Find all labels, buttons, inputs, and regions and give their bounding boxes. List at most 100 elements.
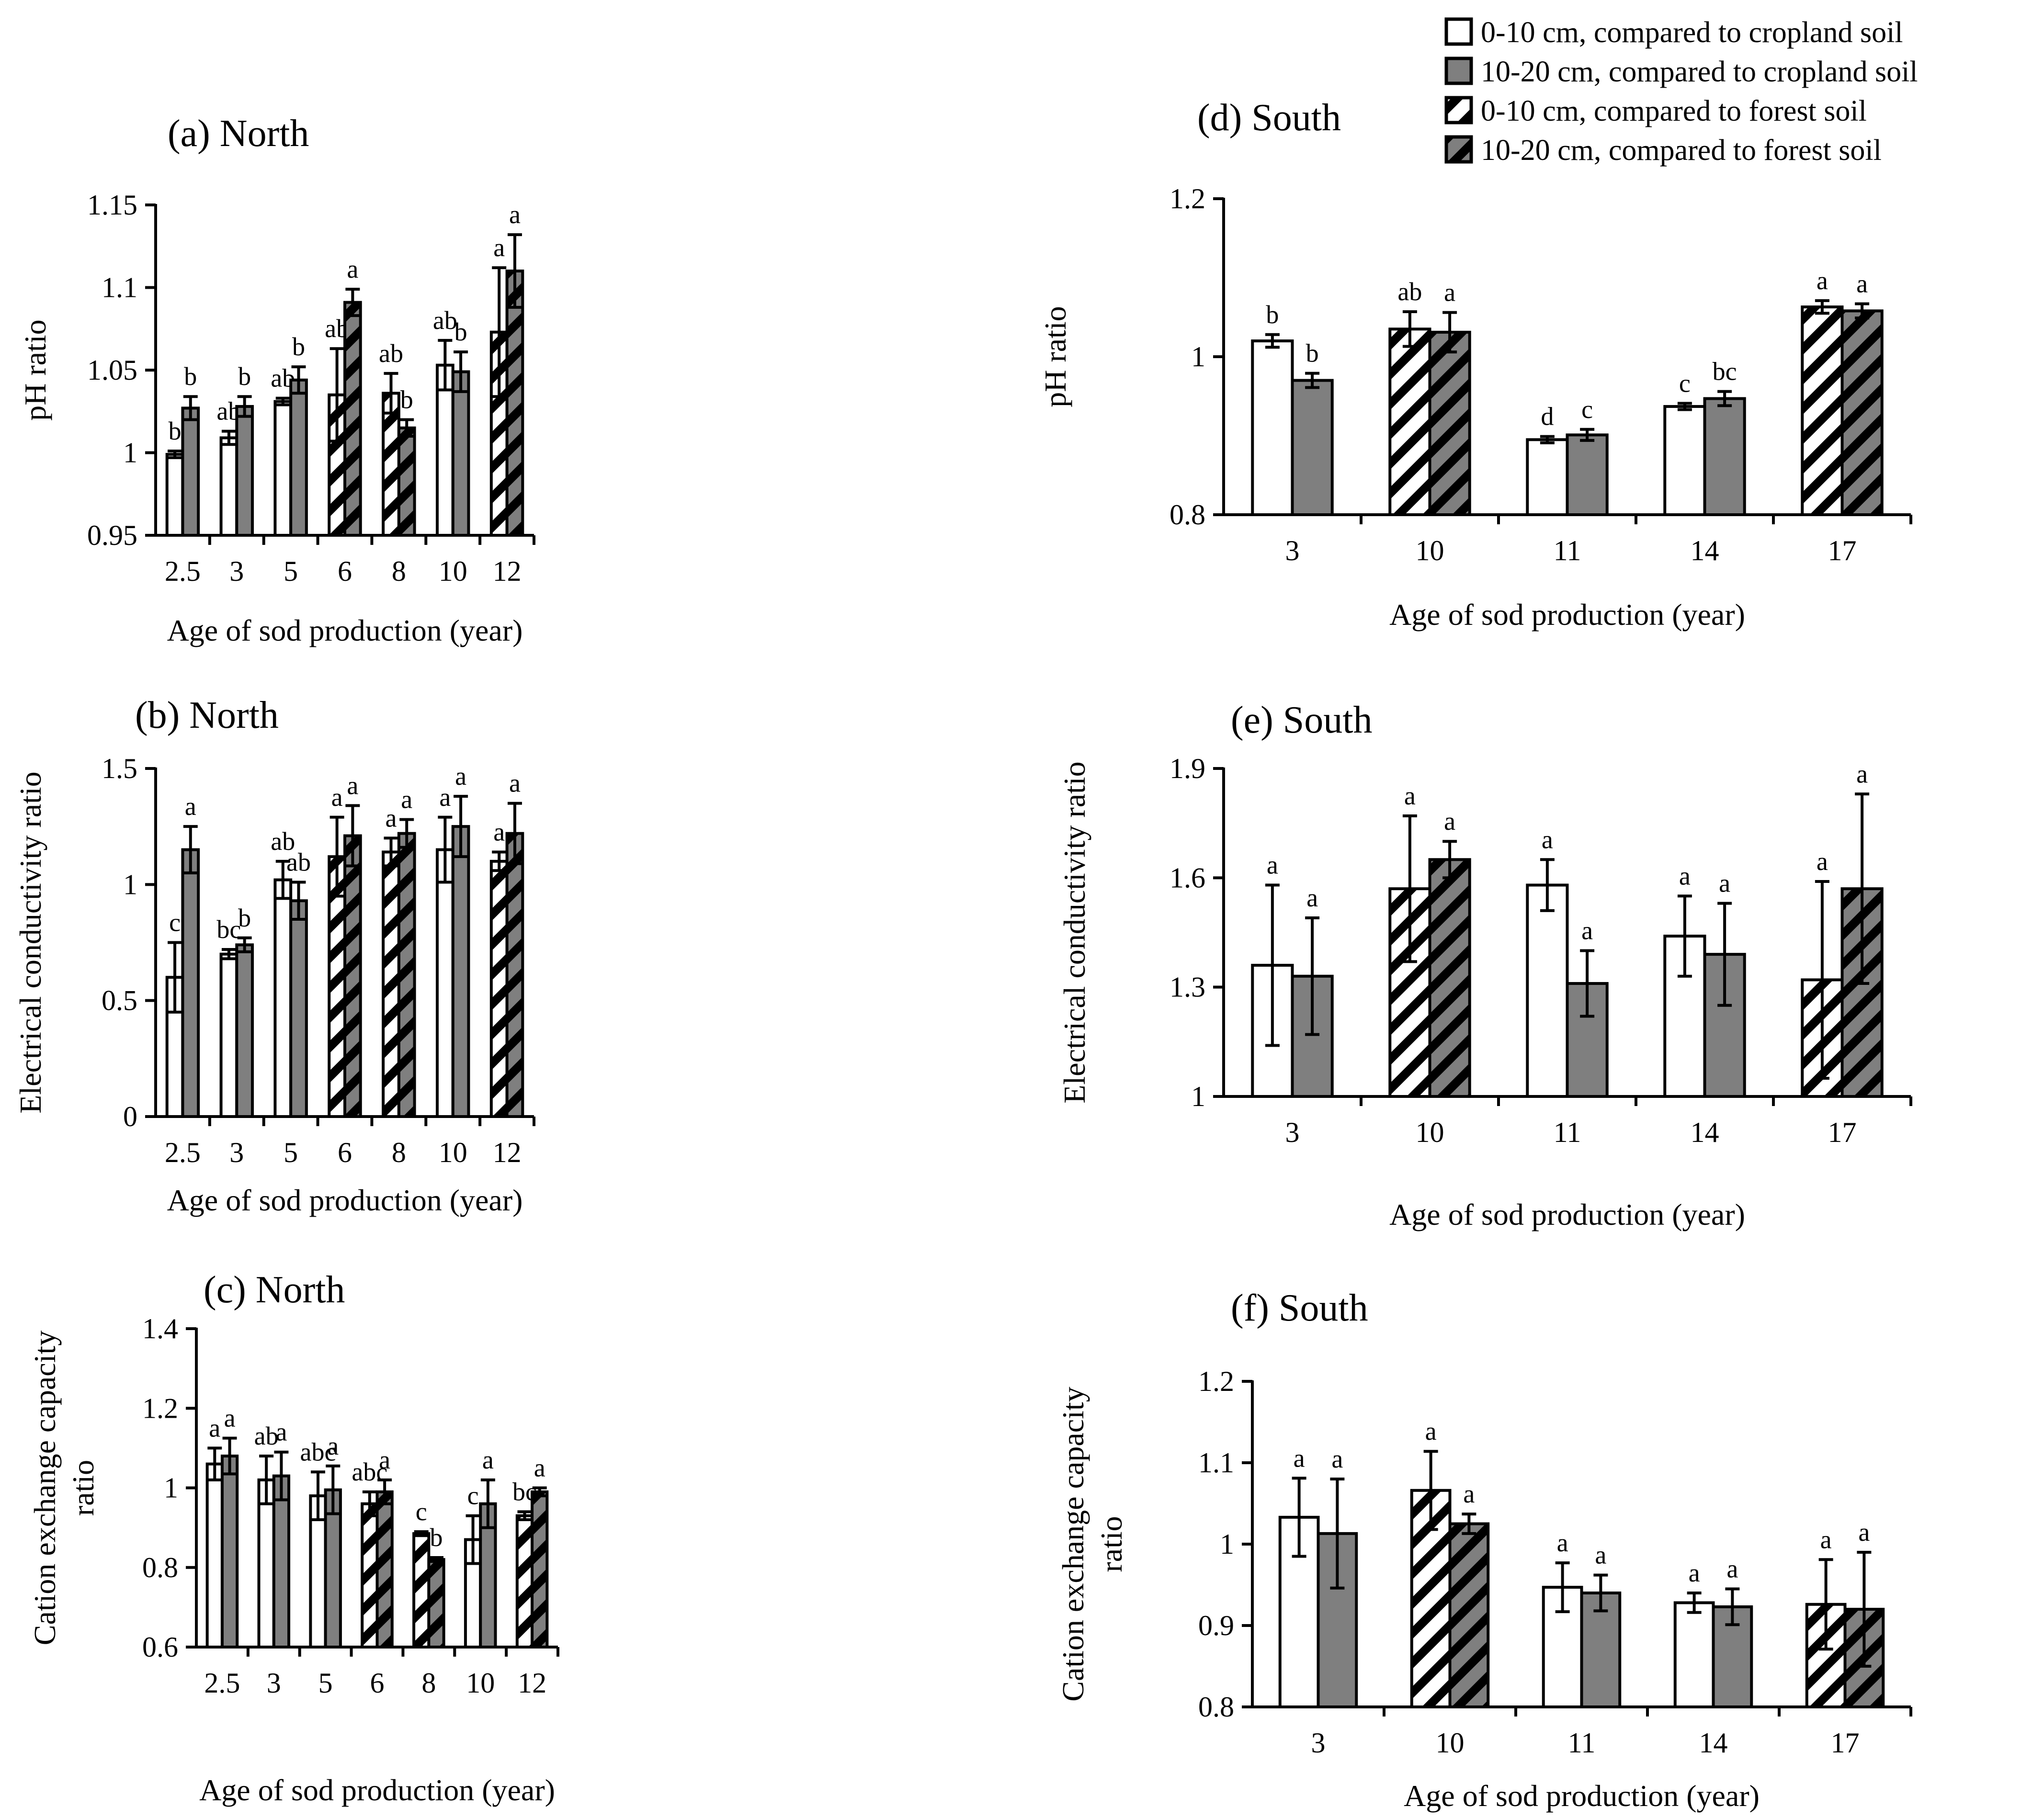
panel-title-d: (d) South bbox=[1197, 97, 1341, 139]
x-tick-label: 10 bbox=[466, 1667, 495, 1699]
significance-letter: b bbox=[238, 362, 251, 391]
bar bbox=[1703, 953, 1746, 1098]
y-tick-label: 1.1 bbox=[1198, 1447, 1234, 1479]
significance-letter: a bbox=[1679, 861, 1691, 890]
x-tick-label: 2.5 bbox=[204, 1667, 240, 1699]
legend: 0-10 cm, compared to cropland soil 10-20… bbox=[1444, 16, 1918, 167]
legend-swatch-3 bbox=[1444, 135, 1473, 164]
x-tick-label: 12 bbox=[518, 1667, 546, 1699]
bar bbox=[375, 1490, 394, 1649]
x-tick-label: 14 bbox=[1699, 1727, 1728, 1759]
x-tick-label: 3 bbox=[1285, 535, 1300, 566]
x-axis-label: Age of sod production (year) bbox=[1389, 1197, 1745, 1231]
x-tick-label: 14 bbox=[1691, 1117, 1719, 1148]
bar bbox=[181, 407, 200, 537]
significance-letter: c bbox=[169, 908, 181, 937]
legend-swatch-2 bbox=[1444, 96, 1473, 124]
significance-letter: a bbox=[1542, 825, 1553, 854]
x-tick-label: 12 bbox=[493, 555, 522, 587]
bar bbox=[235, 943, 254, 1118]
significance-letter: a bbox=[379, 1445, 390, 1474]
y-tick-label: 1 bbox=[1191, 341, 1205, 373]
x-tick-label: 11 bbox=[1554, 1117, 1581, 1148]
y-axis-label: pH ratio bbox=[18, 319, 52, 421]
significance-letter: a bbox=[185, 792, 196, 821]
y-axis-label: Electrical conductivity ratio bbox=[13, 771, 47, 1113]
legend-item-3: 10-20 cm, compared to forest soil bbox=[1444, 134, 1882, 167]
significance-letter: a bbox=[1267, 851, 1278, 880]
bar bbox=[219, 436, 238, 537]
y-tick-label: 0.8 bbox=[1198, 1691, 1234, 1723]
significance-letter: b bbox=[400, 385, 413, 414]
y-tick-label: 0.8 bbox=[142, 1552, 178, 1583]
y-axis-label: pH ratio bbox=[1038, 306, 1072, 407]
bar bbox=[489, 859, 509, 1118]
y-tick-label: 0.8 bbox=[1170, 499, 1205, 531]
y-tick-label: 1.4 bbox=[142, 1313, 178, 1344]
x-axis-label: Age of sod production (year) bbox=[1404, 1779, 1760, 1813]
significance-letter: a bbox=[327, 1432, 339, 1460]
bar bbox=[273, 400, 293, 537]
bar bbox=[1448, 1522, 1490, 1708]
y-tick-label: 0.6 bbox=[142, 1631, 178, 1663]
y-axis-label: Cation exchange capacity bbox=[1056, 1387, 1090, 1701]
y-tick-label: 0 bbox=[123, 1101, 137, 1132]
bar bbox=[1566, 433, 1609, 516]
significance-letter: a bbox=[1595, 1541, 1606, 1570]
significance-letter: d bbox=[1541, 402, 1554, 431]
bar bbox=[343, 301, 362, 537]
x-tick-label: 3 bbox=[1285, 1117, 1300, 1148]
x-tick-label: 2.5 bbox=[165, 1137, 201, 1168]
significance-letter: ab bbox=[379, 339, 403, 368]
significance-letter: ab bbox=[254, 1422, 279, 1450]
y-tick-label: 0.5 bbox=[102, 985, 137, 1016]
legend-label-1: 10-20 cm, compared to cropland soil bbox=[1481, 56, 1918, 88]
x-tick-label: 6 bbox=[370, 1667, 385, 1699]
bar bbox=[219, 952, 238, 1118]
significance-letter: a bbox=[347, 771, 358, 800]
significance-letter: a bbox=[1557, 1528, 1568, 1557]
significance-letter: a bbox=[1726, 1555, 1738, 1583]
significance-letter: ab bbox=[286, 847, 311, 876]
significance-letter: a bbox=[1856, 759, 1868, 788]
bar bbox=[220, 1455, 239, 1649]
significance-letter: b bbox=[292, 332, 305, 361]
bar bbox=[1703, 397, 1746, 517]
y-axis-label-line2: ratio bbox=[66, 1460, 100, 1516]
x-axis-label: Age of sod production (year) bbox=[167, 1183, 523, 1217]
bar bbox=[1428, 330, 1471, 516]
bar bbox=[531, 1490, 549, 1649]
x-tick-label: 8 bbox=[421, 1667, 436, 1699]
significance-letter: a bbox=[493, 817, 505, 846]
significance-letter: a bbox=[275, 1418, 287, 1446]
significance-letter: a bbox=[1331, 1445, 1343, 1473]
bar bbox=[235, 405, 254, 537]
x-tick-label: 6 bbox=[338, 555, 352, 587]
significance-letter: ab bbox=[1397, 277, 1422, 306]
bar bbox=[505, 832, 524, 1118]
significance-letter: c bbox=[1679, 369, 1691, 397]
y-tick-label: 1.2 bbox=[1170, 183, 1205, 215]
bar bbox=[273, 878, 293, 1118]
significance-letter: a bbox=[509, 200, 521, 229]
x-tick-label: 5 bbox=[318, 1667, 333, 1699]
y-tick-label: 1 bbox=[164, 1472, 178, 1504]
bar bbox=[397, 426, 416, 537]
significance-letter: b bbox=[169, 417, 182, 445]
chart-panel-a: 0.9511.051.11.152.5bb3abb5abb6aba8abb10a… bbox=[18, 189, 535, 647]
x-tick-label: 17 bbox=[1828, 535, 1857, 566]
bar bbox=[1388, 327, 1431, 516]
bar bbox=[165, 452, 184, 537]
x-tick-label: 5 bbox=[284, 1137, 298, 1168]
y-tick-label: 1.1 bbox=[102, 272, 137, 304]
bar bbox=[272, 1474, 291, 1649]
bar bbox=[1428, 858, 1471, 1098]
significance-letter: a bbox=[209, 1413, 220, 1442]
x-tick-label: 10 bbox=[439, 555, 467, 587]
significance-letter: ab bbox=[433, 306, 457, 335]
x-tick-label: 8 bbox=[392, 555, 406, 587]
x-tick-label: 12 bbox=[493, 1137, 522, 1168]
